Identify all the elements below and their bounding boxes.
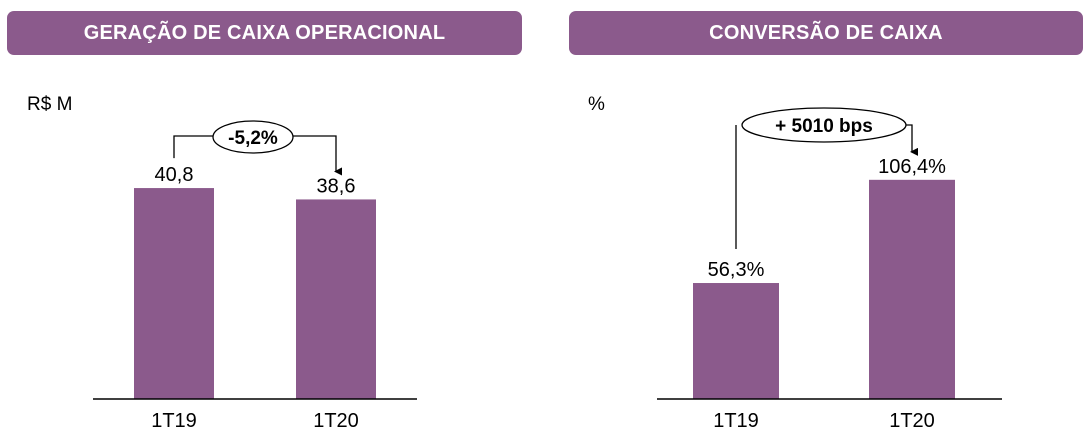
unit-label-right: % [588,94,605,115]
chart-geracao-caixa: 40,8 1T19 38,6 1T20 -5,2% [93,120,417,432]
header-geracao-caixa: GERAÇÃO DE CAIXA OPERACIONAL [7,11,522,55]
left-tick-label-1T19: 1T19 [151,410,197,432]
right-bar-1T20 [869,179,955,399]
right-value-label-1T20: 106,4% [878,156,946,178]
right-tick-label-1T19: 1T19 [713,410,759,432]
left-bar-1T20 [296,199,376,399]
right-value-label-1T19: 56,3% [708,259,765,281]
header-conversao-caixa: CONVERSÃO DE CAIXA [569,11,1083,55]
right-bar-1T19 [693,283,779,399]
right-change-label: + 5010 bps [775,116,873,137]
left-tick-label-1T20: 1T20 [313,410,359,432]
left-change-bubble [212,120,294,154]
right-change-connector [735,124,912,250]
left-value-label-1T19: 40,8 [155,164,194,186]
header-conversao-caixa-text: CONVERSÃO DE CAIXA [709,21,943,44]
chart-conversao-caixa: 56,3% 1T19 106,4% 1T20 + 5010 bps [657,107,1002,432]
right-change-bubble [741,107,907,143]
left-value-label-1T20: 38,6 [317,175,356,197]
unit-label-left: R$ M [27,94,73,115]
header-geracao-caixa-text: GERAÇÃO DE CAIXA OPERACIONAL [83,21,446,44]
left-change-label: -5,2% [228,128,278,149]
right-tick-label-1T20: 1T20 [889,410,935,432]
left-bar-1T19 [134,188,214,399]
